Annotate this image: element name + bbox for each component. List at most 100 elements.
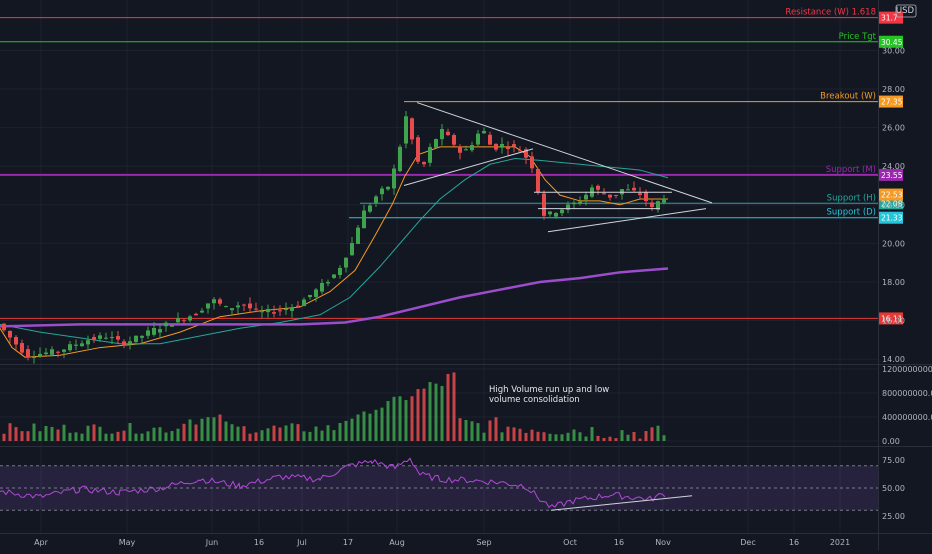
candle-body (38, 353, 42, 357)
candle-body (386, 186, 390, 190)
time-tick-label: 2021 (830, 538, 850, 547)
time-tick-label: Apr (34, 538, 49, 547)
price-tick-label: 20.00 (882, 239, 905, 248)
candle-body (68, 344, 72, 351)
volume-bar (566, 432, 570, 441)
volume-bar (314, 426, 318, 441)
ema-mid-line (0, 157, 669, 345)
candle-body (410, 118, 414, 140)
upper-trendline[interactable] (416, 102, 713, 204)
lower-trendline-oct[interactable] (547, 208, 707, 233)
volume-bar (344, 420, 348, 441)
volume-bar (182, 423, 186, 441)
candle-body (632, 187, 636, 191)
level-label: Support (D) (827, 208, 876, 218)
candle-body (362, 210, 366, 229)
rsi-trendline[interactable] (550, 495, 693, 511)
volume-bar (500, 432, 504, 441)
volume-bar (392, 396, 396, 441)
candle-body (302, 299, 306, 307)
volume-bar (44, 425, 48, 441)
price-tick-label: 26.00 (882, 124, 905, 133)
volume-bar (56, 429, 60, 441)
candle-body (416, 137, 420, 162)
level-price-tag-text: 31.7 (881, 14, 898, 23)
volume-bar (290, 423, 294, 441)
currency-label[interactable]: USD (896, 6, 915, 16)
candle-body (278, 310, 282, 312)
volume-bar (578, 432, 582, 441)
volume-bar (446, 373, 450, 441)
volume-bar (74, 432, 78, 441)
volume-bar (128, 423, 132, 441)
candle-body (308, 295, 312, 298)
volume-tick-label: 1200000000.00 (882, 365, 932, 374)
volume-bar (272, 425, 276, 441)
candle-body (344, 257, 348, 268)
candle-body (434, 139, 438, 148)
candle-body (338, 267, 342, 276)
volume-bar (338, 423, 342, 441)
trendlines[interactable] (403, 102, 713, 233)
volume-bar (296, 424, 300, 441)
candle-body (116, 336, 120, 340)
volume-bar (506, 426, 510, 441)
candle-body (230, 308, 234, 311)
candle-body (620, 189, 624, 195)
candle-body (350, 243, 354, 256)
volume-bar (248, 433, 252, 441)
volume-bar (650, 427, 654, 441)
candle-body (446, 131, 450, 136)
candle-body (188, 316, 192, 321)
volume-bar (476, 423, 480, 441)
lower-trendline-aug[interactable] (403, 148, 534, 186)
volume-bar (404, 400, 408, 441)
volume-bar (608, 436, 612, 441)
currency-label-box[interactable] (895, 4, 917, 18)
time-tick-label: 17 (343, 538, 353, 547)
candle-body (368, 205, 372, 212)
price-tick-label: 14.00 (882, 355, 905, 364)
candle-body (44, 352, 48, 355)
candle-body (80, 343, 84, 347)
rsi-line (0, 457, 666, 509)
candle-body (158, 329, 162, 333)
volume-bar (302, 431, 306, 441)
volume-bar (626, 434, 630, 441)
time-tick-label: Jun (205, 538, 219, 547)
volume-bar (332, 430, 336, 441)
candle-body (332, 274, 336, 278)
volume-bar (326, 425, 330, 441)
volume-bar (134, 433, 138, 441)
level-price-tag (879, 312, 903, 325)
candle-body (602, 193, 606, 195)
candle-body (242, 304, 246, 306)
volume-bar (236, 426, 240, 441)
horizontal-levels[interactable]: Resistance (W) 1.618 31.7 Price Tgt 30.45 Br… (0, 8, 903, 325)
candle-body (356, 227, 360, 244)
candle-body (122, 341, 126, 346)
level-price-tag-text: 16.11 (881, 314, 903, 323)
candle-body (656, 201, 660, 210)
candle-body (290, 307, 294, 311)
volume-bar (350, 418, 354, 441)
time-tick-label: Aug (389, 538, 405, 547)
candle-body (614, 195, 618, 197)
candle-body (14, 337, 18, 345)
volume-bar (536, 431, 540, 441)
candle-body (206, 303, 210, 309)
volume-bar (86, 425, 90, 441)
candle-body (398, 146, 402, 172)
volume-bar (14, 427, 18, 441)
price-tick-label: 30.00 (882, 46, 905, 55)
candle-body (422, 162, 426, 165)
level-price-tag-text: 21.33 (881, 214, 903, 223)
candle-body (500, 143, 504, 148)
candle-body (314, 289, 318, 297)
level-price-tag-text: 30.45 (881, 38, 903, 47)
candle-body (296, 305, 300, 307)
volume-bar (620, 430, 624, 441)
rsi-tick-label: 75.00 (882, 456, 905, 465)
time-tick-label: 16 (614, 538, 624, 547)
